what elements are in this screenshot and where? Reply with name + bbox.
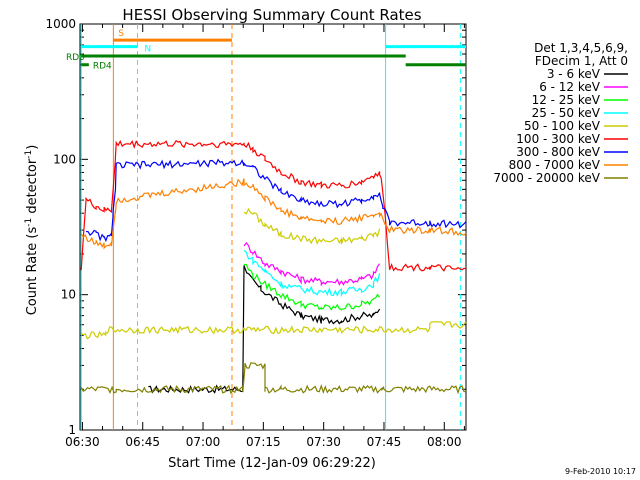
series-extra-line-0 — [243, 207, 381, 245]
legend-label-0: 3 - 6 keV — [547, 67, 601, 81]
y-axis-label-end: ) — [25, 145, 40, 150]
series-line-7 — [80, 178, 467, 250]
y-tick-label: 100 — [53, 152, 76, 166]
series-line-6 — [85, 158, 467, 243]
y-axis-label-sup2: -1 — [24, 150, 34, 159]
legend-label-7: 800 - 7000 keV — [509, 158, 601, 172]
x-tick-label: 07:45 — [367, 435, 402, 449]
plot-frame — [79, 23, 467, 431]
series-line-3 — [243, 249, 381, 298]
legend-label-8: 7000 - 20000 keV — [493, 171, 600, 185]
legend-header-line-2: FDecim 1, Att 0 — [535, 54, 628, 68]
series-line-4 — [80, 321, 467, 340]
state-bar-label-rd0: RD0 — [66, 53, 85, 63]
y-axis-label-sup1: -1 — [24, 218, 34, 227]
x-tick-label: 06:45 — [125, 435, 160, 449]
series-line-1 — [243, 241, 381, 287]
series-line-5 — [80, 139, 467, 272]
y-axis-label-mid: detector — [25, 158, 40, 218]
y-tick-label: 10 — [61, 288, 76, 302]
x-tick-label: 06:30 — [65, 435, 100, 449]
state-bar-label-n: N — [144, 45, 151, 55]
series-line-8 — [80, 362, 467, 395]
legend-label-3: 25 - 50 keV — [532, 106, 601, 120]
legend: Det 1,3,4,5,6,9, FDecim 1, Att 0 3 - 6 k… — [493, 41, 628, 185]
x-tick-label: 07:00 — [186, 435, 221, 449]
plot-area: 1 10 100 1000 06:30 06:45 07:00 07:15 07:30 07:45… — [45, 17, 467, 449]
x-axis-label: Start Time (12-Jan-09 06:29:22) — [168, 456, 376, 471]
y-axis-label-main: Count Rate (s — [25, 227, 40, 316]
state-bar-label-s: S — [118, 29, 124, 39]
legend-label-4: 50 - 100 keV — [524, 119, 601, 133]
x-tick-label: 07:30 — [306, 435, 341, 449]
y-tick-label: 1000 — [45, 17, 76, 31]
state-bar-label-rd4: RD4 — [93, 62, 112, 72]
legend-label-2: 12 - 25 keV — [532, 93, 601, 107]
date-stamp: 9-Feb-2010 10:17 — [565, 467, 636, 476]
x-tick-label: 07:15 — [246, 435, 281, 449]
legend-label-1: 6 - 12 keV — [539, 80, 601, 94]
chart-title: HESSI Observing Summary Count Rates — [122, 6, 421, 24]
legend-label-6: 300 - 800 keV — [516, 145, 600, 159]
x-tick-label: 08:00 — [427, 435, 462, 449]
legend-label-5: 100 - 300 keV — [516, 132, 600, 146]
y-tick-label: 1 — [68, 423, 76, 437]
legend-header-line-1: Det 1,3,4,5,6,9, — [534, 41, 628, 55]
series-line-2 — [243, 263, 381, 311]
y-axis-label: Count Rate (s-1 detector-1) — [24, 145, 40, 316]
